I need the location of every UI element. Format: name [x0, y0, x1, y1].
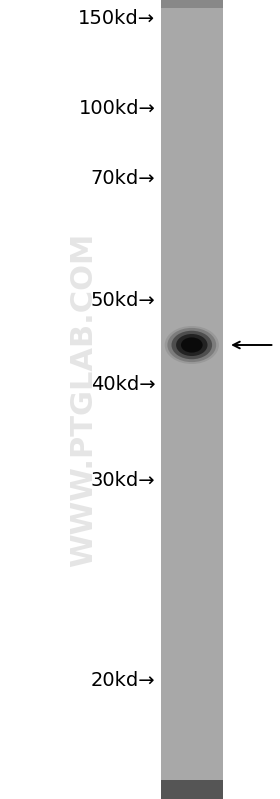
- Text: 70kd→: 70kd→: [91, 169, 155, 188]
- Ellipse shape: [167, 328, 216, 362]
- Text: 20kd→: 20kd→: [91, 670, 155, 690]
- Bar: [161, 0, 223, 799]
- Ellipse shape: [181, 337, 203, 352]
- Text: 30kd→: 30kd→: [91, 471, 155, 490]
- Text: 50kd→: 50kd→: [91, 291, 155, 309]
- Ellipse shape: [165, 326, 219, 364]
- Ellipse shape: [176, 334, 207, 356]
- Bar: [161, 0, 223, 8]
- Text: 100kd→: 100kd→: [78, 98, 155, 117]
- Text: 40kd→: 40kd→: [91, 376, 155, 395]
- Bar: [161, 780, 223, 799]
- Text: 150kd→: 150kd→: [78, 9, 155, 27]
- Ellipse shape: [171, 331, 212, 360]
- Text: WWW.PTGLAB.COM: WWW.PTGLAB.COM: [69, 233, 99, 566]
